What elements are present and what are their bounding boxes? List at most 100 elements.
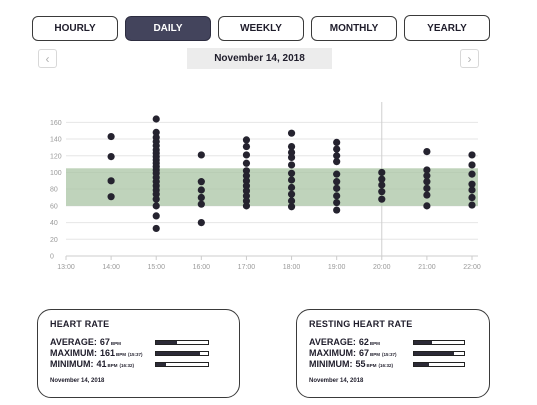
heart-rate-point[interactable] [152, 190, 160, 198]
heart-rate-point[interactable] [378, 168, 386, 177]
heart-rate-point[interactable] [242, 159, 251, 167]
stat-unit: BPM [366, 363, 377, 368]
heart-rate-point[interactable] [152, 195, 160, 203]
heart-rate-point[interactable] [333, 145, 341, 153]
stat-value: 55 [355, 359, 366, 369]
heart-rate-point[interactable] [333, 198, 341, 207]
heart-rate-points [107, 115, 476, 233]
x-tick-label: 18:00 [283, 264, 301, 271]
prev-date-button[interactable]: ‹ [38, 49, 57, 68]
heart-rate-point[interactable] [197, 193, 205, 202]
heart-rate-point[interactable] [287, 169, 296, 177]
resting-heart-rate-card: RESTING HEART RATE AVERAGE: 62 BPM MAXIM… [296, 309, 490, 398]
x-tick-label: 15:00 [147, 264, 165, 271]
tab-yearly[interactable]: YEARLY [404, 15, 490, 41]
heart-rate-point[interactable] [333, 184, 341, 192]
heart-rate-point[interactable] [152, 115, 160, 123]
heart-rate-point[interactable] [287, 153, 296, 162]
x-tick-label: 20:00 [373, 264, 391, 271]
heart-rate-point[interactable] [197, 218, 205, 227]
heart-rate-point[interactable] [378, 175, 386, 183]
heart-rate-point[interactable] [242, 202, 251, 210]
heart-rate-point[interactable] [333, 192, 341, 200]
heart-rate-point[interactable] [423, 202, 431, 210]
heart-rate-point[interactable] [287, 197, 296, 205]
heart-rate-point[interactable] [242, 177, 251, 185]
heart-rate-point[interactable] [197, 200, 205, 208]
heart-rate-point[interactable] [107, 193, 115, 201]
heart-rate-point[interactable] [242, 182, 251, 190]
heart-rate-point[interactable] [107, 153, 115, 161]
heart-rate-point[interactable] [242, 192, 251, 200]
heart-rate-point[interactable] [468, 201, 476, 209]
heart-rate-point[interactable] [423, 178, 431, 186]
bar-fill [414, 363, 429, 366]
heart-rate-point[interactable] [152, 224, 160, 233]
heart-rate-point[interactable] [468, 186, 476, 194]
heart-rate-point[interactable] [287, 176, 296, 184]
stat-time: (15:37) [128, 352, 143, 357]
tab-monthly[interactable]: MONTHLY [311, 16, 397, 41]
chevron-left-icon: ‹ [45, 51, 50, 66]
heart-rate-point[interactable] [152, 202, 160, 210]
heart-rate-point[interactable] [423, 184, 431, 192]
heart-rate-point[interactable] [423, 147, 431, 156]
stat-unit: BPM [107, 363, 118, 368]
heart-rate-point[interactable] [287, 190, 296, 198]
bar-fill [156, 363, 167, 366]
x-tick-label: 19:00 [328, 264, 346, 271]
heart-rate-point[interactable] [468, 180, 476, 188]
bar-fill [156, 352, 201, 355]
heart-rate-point[interactable] [287, 203, 296, 211]
heart-rate-point[interactable] [152, 128, 160, 136]
resting-maximum-bar [413, 351, 465, 356]
heart-rate-point[interactable] [333, 170, 341, 178]
resting-minimum: MINIMUM: 55 BPM (16:32) [309, 359, 393, 370]
heart-rate-point[interactable] [378, 188, 386, 196]
heart-rate-point[interactable] [468, 161, 476, 169]
tab-daily[interactable]: DAILY [125, 16, 211, 41]
tab-weekly[interactable]: WEEKLY [218, 16, 304, 41]
heart-rate-point[interactable] [197, 186, 205, 194]
x-tick-label: 22:00 [463, 264, 481, 271]
heart-rate-point[interactable] [378, 181, 386, 189]
heart-rate-point[interactable] [333, 178, 341, 186]
heart-rate-point[interactable] [242, 167, 251, 175]
heart-rate-point[interactable] [287, 148, 296, 157]
heart-rate-point[interactable] [468, 193, 476, 202]
heart-rate-point[interactable] [333, 138, 341, 146]
heart-rate-point[interactable] [333, 206, 341, 214]
heart-rate-point[interactable] [107, 177, 115, 185]
heart-rate-point[interactable] [242, 187, 251, 195]
stat-value: 41 [96, 359, 107, 369]
heart-rate-point[interactable] [423, 191, 431, 199]
heart-rate-point[interactable] [287, 183, 296, 192]
heart-rate-point[interactable] [287, 142, 296, 151]
heart-rate-point[interactable] [287, 129, 296, 137]
x-tick-label: 13:00 [57, 264, 75, 271]
stat-label: AVERAGE: [309, 337, 356, 347]
heart-rate-point[interactable] [197, 178, 205, 186]
heart-rate-point[interactable] [378, 195, 386, 203]
heart-rate-point[interactable] [423, 166, 431, 174]
heart-rate-point[interactable] [287, 161, 296, 169]
heart-rate-point[interactable] [468, 151, 476, 159]
heart-rate-point[interactable] [152, 212, 160, 220]
heart-rate-point[interactable] [242, 197, 251, 205]
heart-rate-average: AVERAGE: 67 BPM [50, 337, 121, 348]
heart-rate-point[interactable] [242, 151, 251, 159]
tab-hourly[interactable]: HOURLY [32, 16, 118, 41]
heart-rate-point[interactable] [333, 158, 341, 166]
y-tick-label: 60 [50, 203, 58, 210]
heart-rate-point[interactable] [242, 136, 251, 144]
heart-rate-point[interactable] [333, 152, 341, 160]
heart-rate-point[interactable] [242, 142, 251, 151]
heart-rate-point[interactable] [242, 172, 251, 180]
y-tick-label: 80 [50, 187, 58, 194]
heart-rate-point[interactable] [468, 170, 476, 178]
heart-rate-point[interactable] [107, 132, 115, 141]
heart-rate-point[interactable] [197, 151, 205, 159]
heart-rate-point[interactable] [423, 172, 431, 180]
y-tick-label: 20 [50, 237, 58, 244]
next-date-button[interactable]: › [460, 49, 479, 68]
